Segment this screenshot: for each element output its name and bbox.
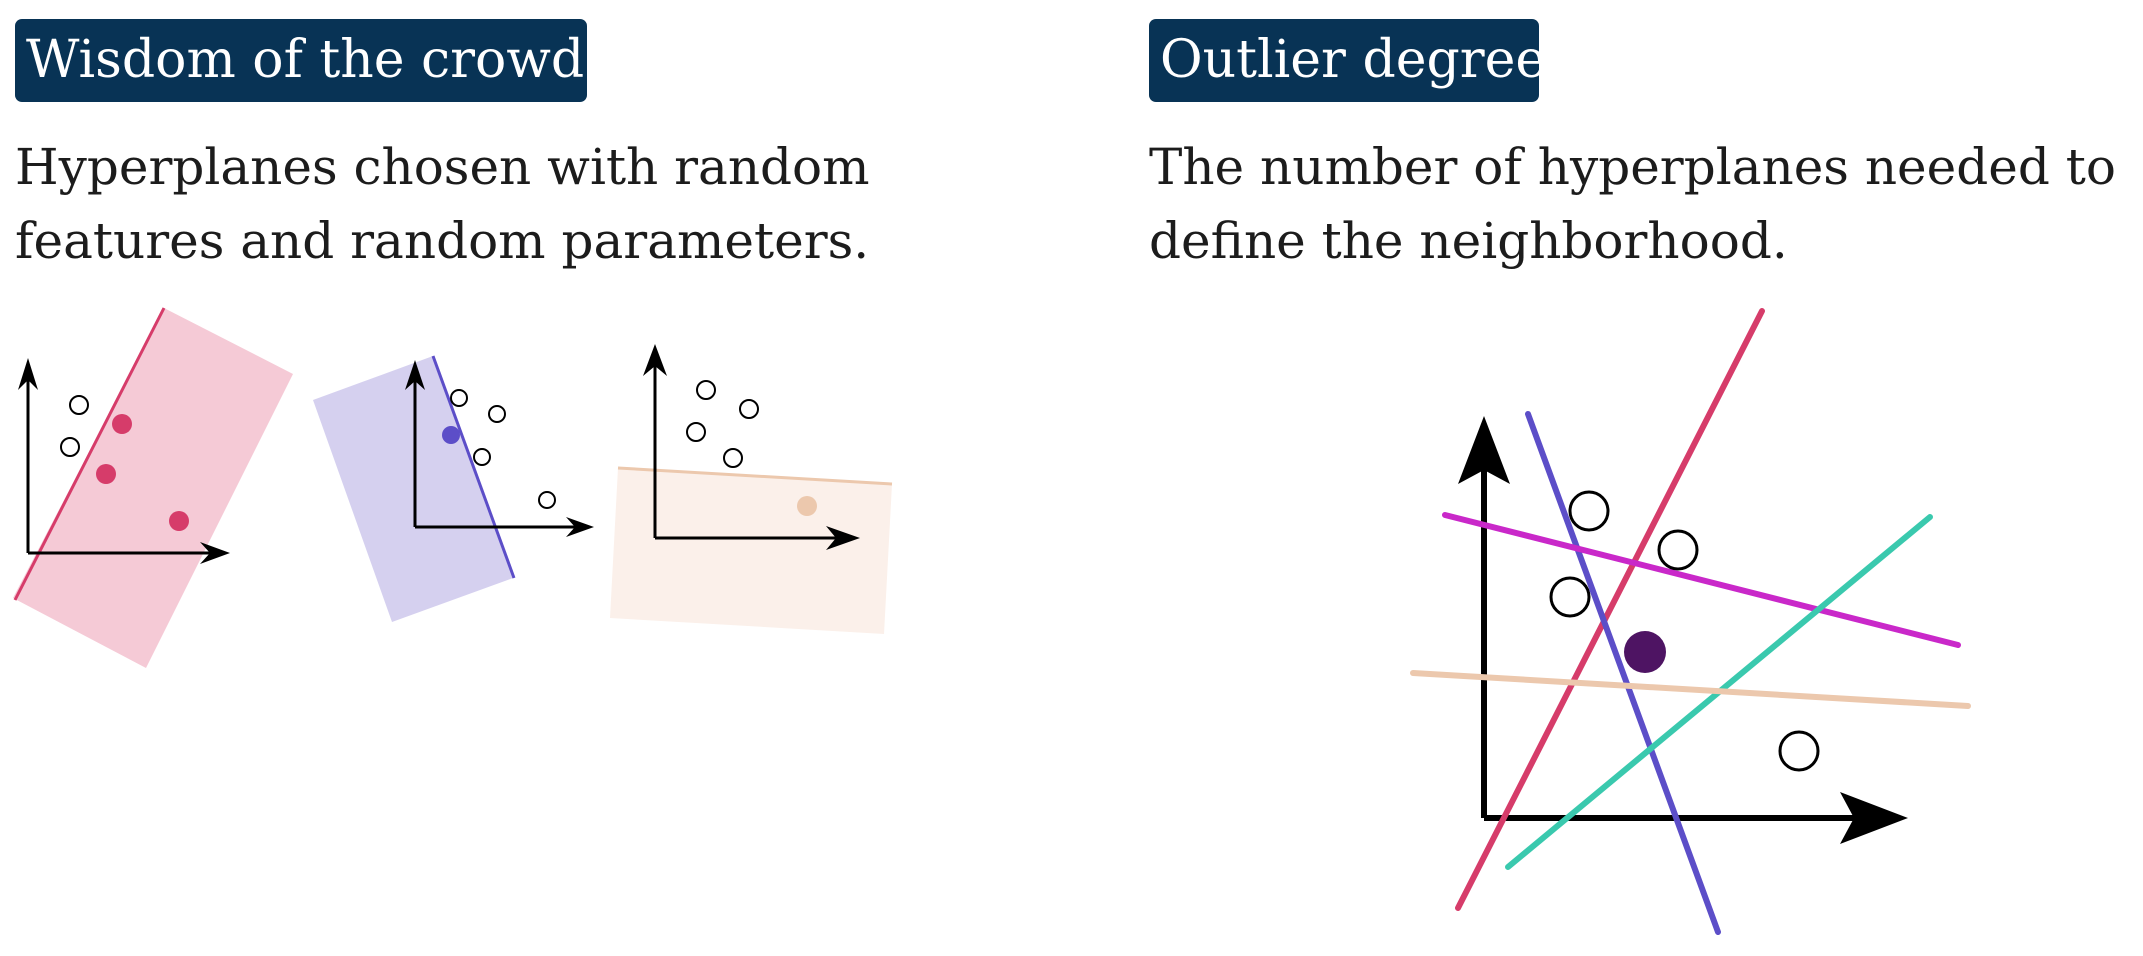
peach-hyperplane-line — [1410, 670, 1971, 709]
title-wisdom-of-the-crowd: Wisdom of the crowd — [15, 19, 587, 102]
diagram-red-hyperplane — [13, 307, 293, 668]
data-point — [1778, 730, 1820, 772]
peach-half-space-region — [610, 468, 892, 634]
data-point — [450, 389, 468, 407]
diagram-peach-hyperplane — [610, 344, 893, 634]
description-line-1: The number of hyperplanes needed to — [1149, 138, 2116, 196]
blue-hyperplane-line — [431, 355, 516, 579]
data-point — [538, 491, 556, 509]
red-hyperplane-line — [13, 307, 166, 601]
data-point — [60, 437, 80, 457]
data-point — [473, 448, 491, 466]
diagram-outlier-degree — [1410, 308, 1971, 935]
selected-data-point — [169, 511, 189, 531]
data-point — [69, 395, 89, 415]
data-point — [686, 422, 706, 442]
axes — [405, 360, 594, 537]
data-point — [723, 448, 743, 468]
outlier-data-point — [1624, 631, 1666, 673]
selected-data-point — [797, 496, 817, 516]
description-line-2: features and random parameters. — [15, 212, 870, 270]
description-line-1: Hyperplanes chosen with random — [15, 138, 870, 196]
peach-hyperplane-line — [617, 466, 893, 486]
axes — [643, 344, 860, 550]
title-outlier-degree: Outlier degree — [1149, 19, 1546, 102]
description-outlier-degree: The number of hyperplanes needed to defi… — [1149, 130, 2116, 278]
data-point — [1568, 490, 1610, 532]
data-point — [1657, 529, 1699, 571]
blue-half-space-region — [313, 356, 513, 622]
description-wisdom-of-the-crowd: Hyperplanes chosen with random features … — [15, 130, 870, 278]
diagram-blue-hyperplane — [313, 355, 594, 622]
magenta-hyperplane-line — [1442, 512, 1961, 648]
selected-data-point — [442, 426, 460, 444]
blue-hyperplane-line — [1525, 411, 1721, 935]
description-line-2: define the neighborhood. — [1149, 212, 1788, 270]
data-point — [696, 380, 716, 400]
data-point — [488, 405, 506, 423]
red-hyperplane-line — [1455, 308, 1765, 911]
data-point — [739, 399, 759, 419]
red-half-space-region — [13, 308, 293, 668]
selected-data-point — [96, 464, 116, 484]
axes — [18, 358, 230, 564]
axes — [1458, 416, 1908, 844]
selected-data-point — [112, 414, 132, 434]
data-point — [1549, 576, 1591, 618]
